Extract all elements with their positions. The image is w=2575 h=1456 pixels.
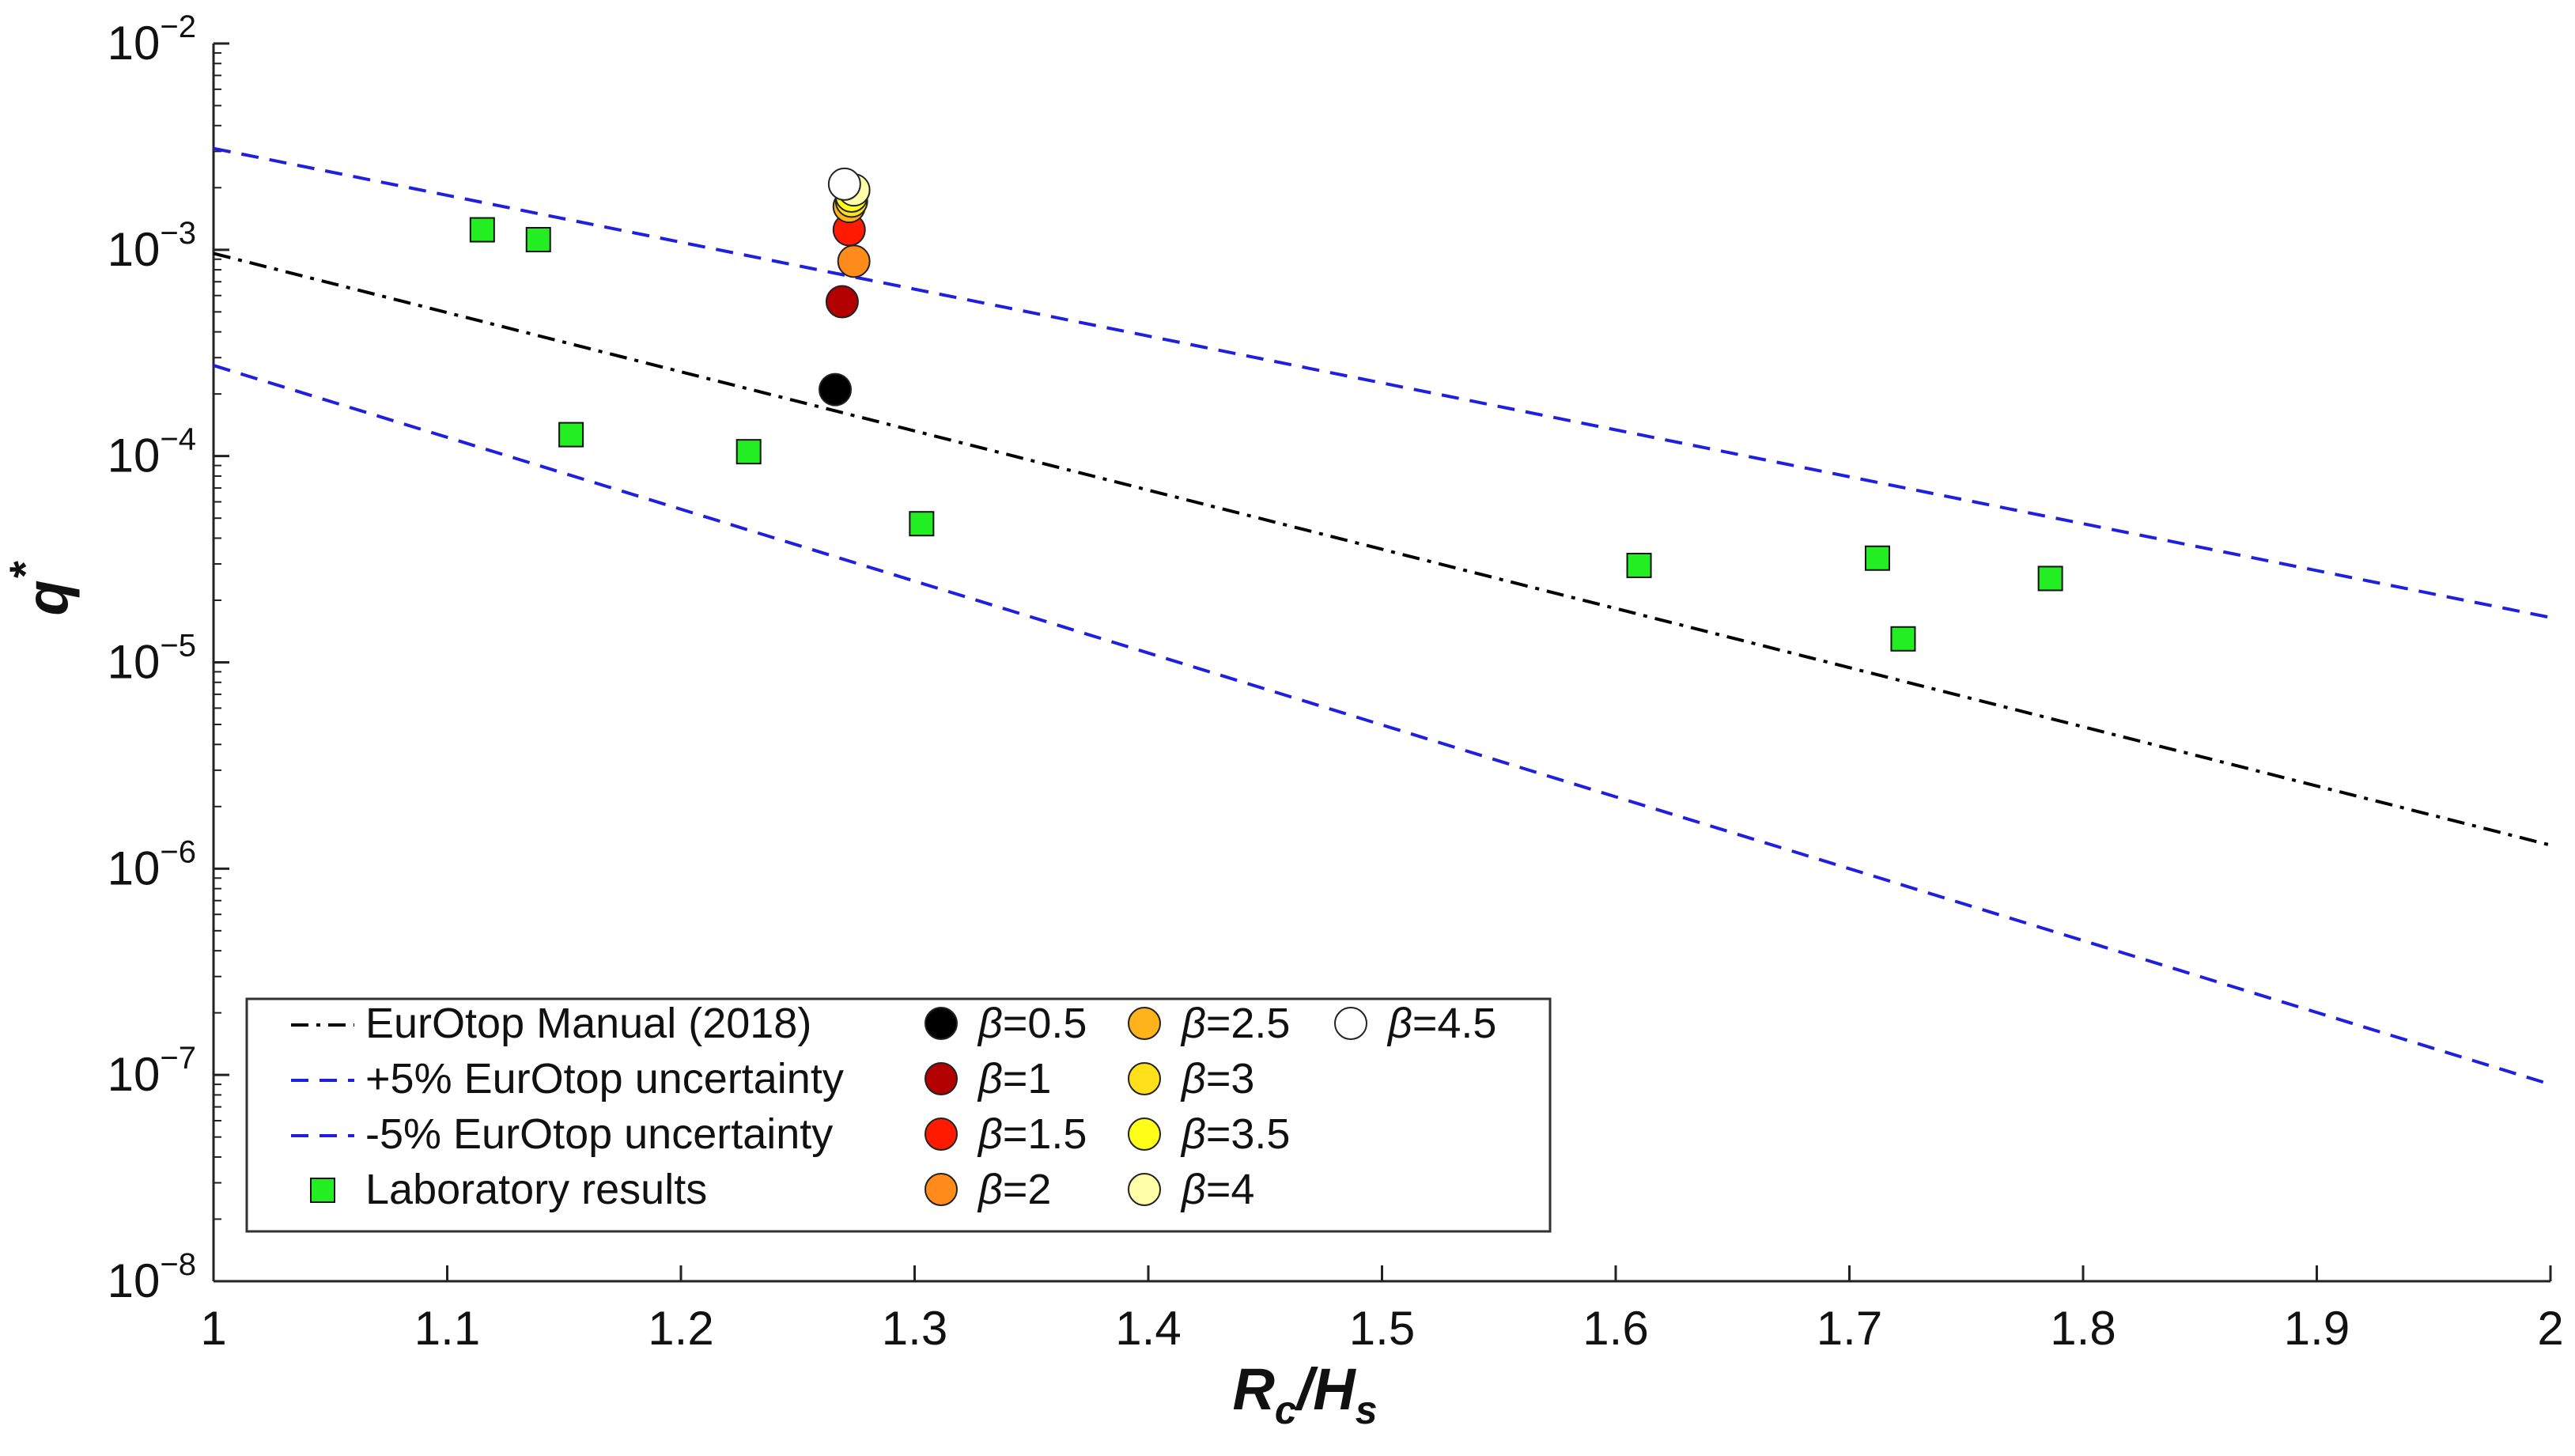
y-tick-base: 10 xyxy=(108,1048,161,1101)
legend-beta-value: =2.5 xyxy=(1206,1000,1291,1047)
legend-circle-swatch xyxy=(925,1062,958,1095)
lab-point xyxy=(1864,545,1890,571)
y-tick-exponent: −7 xyxy=(160,1041,196,1076)
beta-point xyxy=(827,167,861,201)
y-tick-label: 10−2 xyxy=(108,9,196,70)
y-tick-exponent: −5 xyxy=(160,629,196,664)
legend-beta-symbol: β xyxy=(1180,1000,1206,1047)
beta-point xyxy=(819,373,853,407)
legend-label: β=3.5 xyxy=(1180,1110,1290,1158)
legend-label: β=4 xyxy=(1180,1166,1254,1213)
y-tick-label: 10−5 xyxy=(108,629,196,689)
legend-label: β=2 xyxy=(977,1166,1051,1213)
x-tick-label: 1.4 xyxy=(1115,1302,1181,1355)
legend-circle-swatch xyxy=(1128,1118,1161,1151)
y-tick-label: 10−4 xyxy=(108,422,196,482)
legend-circle-swatch xyxy=(1334,1007,1367,1040)
legend: EurOtop Manual (2018) +5% EurOtop uncerta… xyxy=(245,997,1552,1233)
legend-beta-symbol: β xyxy=(1180,1055,1206,1102)
legend-circle-swatch xyxy=(925,1118,958,1151)
lab-point xyxy=(525,226,551,252)
legend-beta-symbol: β xyxy=(977,1166,1003,1213)
y-tick-base: 10 xyxy=(108,841,161,894)
legend-circle-swatch xyxy=(1128,1007,1161,1040)
y-tick-base: 10 xyxy=(108,17,161,70)
legend-beta-value: =3.5 xyxy=(1206,1110,1291,1158)
legend-label: β=4.5 xyxy=(1386,1000,1496,1047)
x-tick-label: 1.8 xyxy=(2050,1302,2116,1355)
series-line-2 xyxy=(213,364,2551,1087)
legend-circle-swatch xyxy=(925,1007,958,1040)
legend-circle-swatch xyxy=(925,1173,958,1206)
laboratory-points xyxy=(469,217,2063,652)
legend-beta-symbol: β xyxy=(977,1055,1003,1102)
y-tick-base: 10 xyxy=(108,636,161,689)
lab-point xyxy=(469,217,495,243)
beta-point xyxy=(837,244,871,278)
legend-beta-value: =0.5 xyxy=(1003,1000,1087,1047)
legend-box xyxy=(245,997,1552,1233)
series-line-1 xyxy=(213,146,2551,619)
x-axis-label: Rc/Hs xyxy=(1232,1356,1377,1432)
y-tick-exponent: −3 xyxy=(160,216,196,251)
series-lines xyxy=(213,146,2551,1087)
legend-label: β=1 xyxy=(977,1055,1051,1102)
legend-beta-symbol: β xyxy=(1180,1166,1206,1213)
legend-label: -5% EurOtop uncertainty xyxy=(365,1110,833,1158)
legend-label: EurOtop Manual (2018) xyxy=(365,1000,811,1047)
x-tick-label: 1.6 xyxy=(1582,1302,1648,1355)
legend-label: β=1.5 xyxy=(977,1110,1087,1158)
legend-square-swatch xyxy=(310,1178,335,1203)
y-tick-exponent: −8 xyxy=(160,1247,196,1282)
y-tick-base: 10 xyxy=(108,1254,161,1307)
lab-point xyxy=(2037,565,2063,592)
legend-circle-swatch xyxy=(1128,1173,1161,1206)
legend-beta-symbol: β xyxy=(977,1110,1003,1158)
lab-point xyxy=(735,439,762,465)
y-tick-label: 10−7 xyxy=(108,1041,196,1101)
x-tick-label: 2 xyxy=(2537,1302,2563,1355)
beta-points xyxy=(819,167,871,407)
x-tick-label: 1.1 xyxy=(414,1302,480,1355)
y-tick-label: 10−3 xyxy=(108,216,196,276)
x-tick-label: 1.2 xyxy=(648,1302,713,1355)
x-tick-label: 1.7 xyxy=(1817,1302,1882,1355)
legend-beta-value: =4 xyxy=(1206,1166,1255,1213)
y-tick-label: 10−6 xyxy=(108,834,196,894)
legend-label: +5% EurOtop uncertainty xyxy=(365,1055,844,1102)
lab-point xyxy=(1626,552,1652,578)
legend-label: β=3 xyxy=(1180,1055,1254,1102)
y-tick-base: 10 xyxy=(108,223,161,276)
x-tick-label: 1.9 xyxy=(2284,1302,2350,1355)
legend-circle-swatch xyxy=(1128,1062,1161,1095)
x-tick-label: 1.5 xyxy=(1349,1302,1415,1355)
legend-beta-symbol: β xyxy=(1386,1000,1412,1047)
y-tick-label: 10−8 xyxy=(108,1247,196,1307)
legend-beta-symbol: β xyxy=(977,1000,1003,1047)
y-tick-exponent: −4 xyxy=(160,422,196,457)
y-tick-exponent: −2 xyxy=(160,9,196,44)
lab-point xyxy=(1890,626,1916,652)
x-tick-label: 1.3 xyxy=(882,1302,947,1355)
lab-point xyxy=(909,511,935,537)
legend-beta-value: =2 xyxy=(1003,1166,1052,1213)
legend-beta-value: =3 xyxy=(1206,1055,1255,1102)
lab-point xyxy=(558,422,584,448)
y-tick-exponent: −6 xyxy=(160,834,196,869)
legend-label: Laboratory results xyxy=(365,1166,707,1213)
legend-beta-symbol: β xyxy=(1180,1110,1206,1158)
y-tick-base: 10 xyxy=(108,429,161,482)
legend-beta-value: =1 xyxy=(1003,1055,1052,1102)
x-tick-label: 1 xyxy=(200,1302,226,1355)
legend-label: β=2.5 xyxy=(1180,1000,1290,1047)
ticks: 1 1.1 1.2 1.3 1.4 1.5 1.6 1.7 1.8 1.9 210−210−310−… xyxy=(108,9,2564,1355)
series-line-0 xyxy=(213,251,2551,847)
legend-beta-value: =4.5 xyxy=(1412,1000,1497,1047)
legend-beta-value: =1.5 xyxy=(1003,1110,1087,1158)
y-axis-label: q* xyxy=(0,561,80,615)
legend-label: β=0.5 xyxy=(977,1000,1087,1047)
beta-point xyxy=(825,285,859,319)
